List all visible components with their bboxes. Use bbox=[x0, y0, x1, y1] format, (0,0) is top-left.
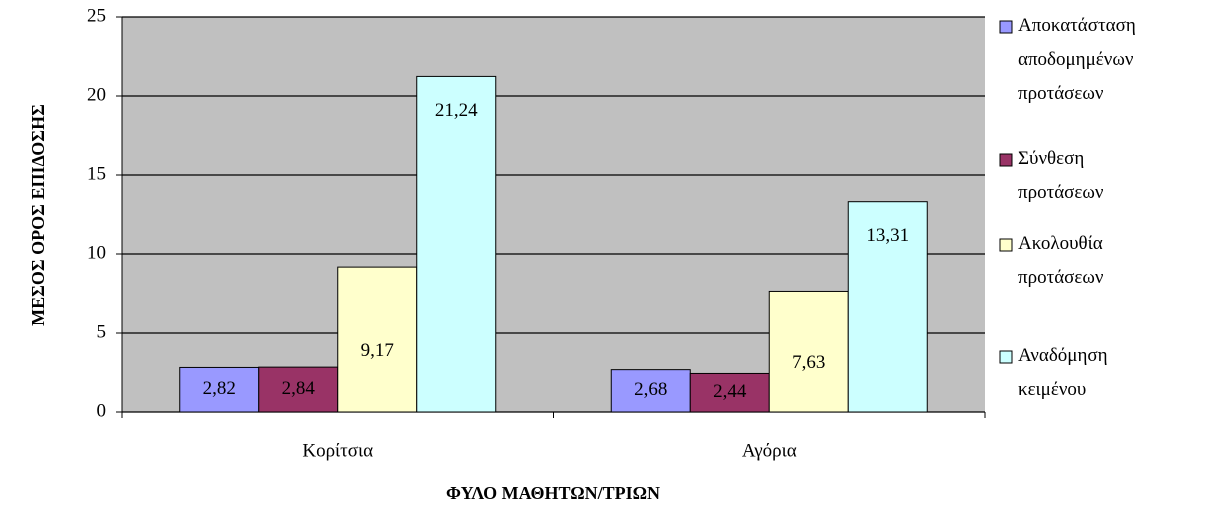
legend-swatch bbox=[999, 20, 1013, 34]
legend-swatch bbox=[999, 350, 1013, 364]
value-label: 7,63 bbox=[792, 352, 825, 373]
y-tick-label: 20 bbox=[87, 84, 106, 105]
y-tick-label: 10 bbox=[87, 242, 106, 263]
legend-label: Ακολουθία προτάσεων bbox=[1018, 233, 1107, 288]
legend-label: Αναδόμηση κειμένου bbox=[1018, 345, 1112, 400]
legend-label: Αποκατάσταση αποδομημένων προτάσεων bbox=[1018, 15, 1141, 104]
legend-swatch bbox=[999, 153, 1013, 167]
x-axis-title: ΦΥΛΟ ΜΑΘΗΤΩΝ/ΤΡΙΩΝ bbox=[446, 483, 660, 503]
x-tick-label: Αγόρια bbox=[742, 440, 797, 461]
y-tick-label: 0 bbox=[97, 400, 107, 421]
y-tick-label: 5 bbox=[97, 321, 107, 342]
value-label: 21,24 bbox=[435, 100, 478, 121]
y-axis-title: ΜΕΣΟΣ ΟΡΟΣ ΕΠΙΔΟΣΗΣ bbox=[28, 104, 48, 326]
bar bbox=[416, 75, 497, 413]
y-tick-label: 15 bbox=[87, 163, 106, 184]
value-label: 2,44 bbox=[713, 381, 747, 402]
legend-label: Σύνθεση προτάσεων bbox=[1018, 148, 1104, 203]
bar bbox=[847, 201, 928, 413]
legend-swatch bbox=[999, 238, 1013, 252]
value-label: 2,68 bbox=[634, 379, 667, 400]
value-label: 9,17 bbox=[361, 340, 394, 361]
bar bbox=[179, 366, 260, 413]
bar bbox=[768, 290, 849, 413]
value-label: 2,82 bbox=[203, 378, 236, 399]
value-label: 2,84 bbox=[282, 378, 316, 399]
x-tick-label: Κορίτσια bbox=[302, 440, 373, 461]
y-tick-label: 25 bbox=[87, 5, 106, 26]
bar bbox=[610, 369, 691, 413]
bar bbox=[689, 372, 770, 413]
value-label: 13,31 bbox=[866, 225, 909, 246]
bar bbox=[337, 266, 418, 413]
bar bbox=[258, 366, 339, 413]
